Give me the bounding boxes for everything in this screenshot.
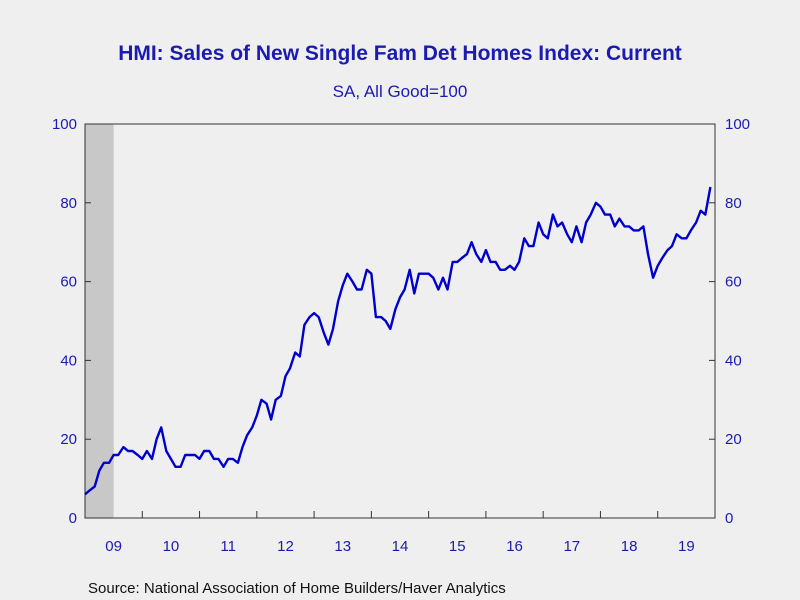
x-tick-label: 15 — [449, 538, 466, 555]
right-axis: 0 20 40 60 80 100 — [709, 116, 750, 527]
x-tick-label: 09 — [105, 538, 122, 555]
x-axis: 09 10 11 12 13 14 15 16 17 18 19 — [105, 511, 695, 555]
x-tick-label: 13 — [334, 538, 351, 555]
x-tick-label: 16 — [506, 538, 523, 555]
y-tick-label-right: 60 — [725, 274, 742, 291]
chart-subtitle: SA, All Good=100 — [333, 82, 468, 101]
series-line — [84, 186, 712, 496]
y-tick-label-left: 0 — [69, 510, 77, 527]
left-axis: 0 20 40 60 80 100 — [52, 116, 91, 527]
chart-title: HMI: Sales of New Single Fam Det Homes I… — [118, 42, 682, 65]
x-tick-label: 19 — [678, 538, 695, 555]
y-tick-label-right: 40 — [725, 352, 742, 369]
x-tick-label: 12 — [277, 538, 294, 555]
y-tick-label-right: 100 — [725, 116, 750, 133]
y-tick-label-left: 80 — [60, 195, 77, 212]
x-tick-label: 11 — [220, 538, 236, 555]
x-tick-label: 10 — [163, 538, 180, 555]
y-tick-label-left: 40 — [60, 352, 77, 369]
x-tick-label: 18 — [621, 538, 638, 555]
plot-frame — [84, 123, 716, 519]
plot-area — [84, 123, 716, 519]
y-tick-label-right: 80 — [725, 195, 742, 212]
y-tick-label-left: 100 — [52, 116, 77, 133]
y-tick-label-left: 20 — [60, 431, 77, 448]
source-note: Source: National Association of Home Bui… — [88, 580, 506, 597]
recession-band — [85, 124, 114, 518]
y-tick-label-right: 0 — [725, 510, 733, 527]
y-tick-label-left: 60 — [60, 274, 77, 291]
y-tick-label-right: 20 — [725, 431, 742, 448]
x-tick-label: 14 — [392, 538, 409, 555]
x-tick-label: 17 — [563, 538, 580, 555]
